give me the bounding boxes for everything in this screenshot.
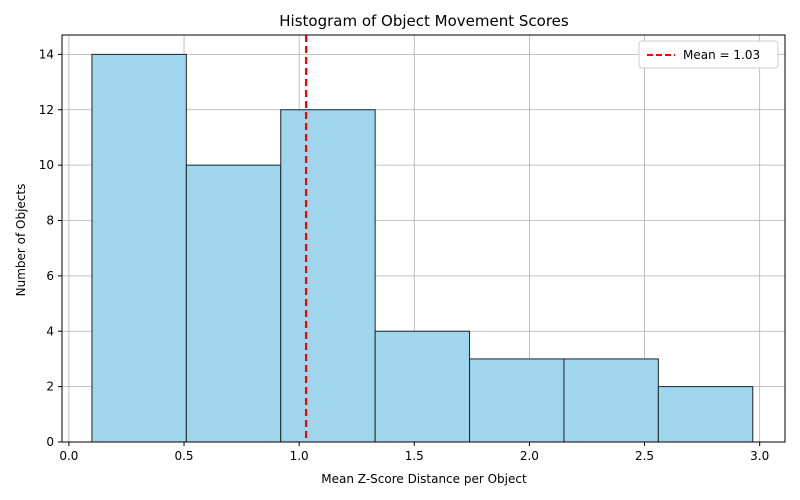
chart-title: Histogram of Object Movement Scores <box>279 12 569 30</box>
histogram-bar-6 <box>563 358 659 443</box>
histogram-bar-2 <box>185 164 282 443</box>
legend: Mean = 1.03 <box>638 40 779 69</box>
histogram-bar-7 <box>657 386 754 443</box>
y-axis-label: Number of Objects <box>14 184 28 297</box>
y-tick-label: 4 <box>46 324 54 338</box>
legend-mean-label: Mean = 1.03 <box>683 48 760 62</box>
x-axis-label: Mean Z-Score Distance per Object <box>321 472 527 486</box>
plot-frame <box>61 34 786 443</box>
x-tick-label: 2.0 <box>520 449 539 463</box>
x-ticks: 0.0 0.5 1.0 1.5 2.0 2.5 3.0 <box>59 442 769 463</box>
legend-box <box>638 40 779 69</box>
x-tick-label: 0.5 <box>174 449 193 463</box>
histogram-bar-5 <box>469 358 565 443</box>
y-tick-label: 14 <box>39 47 54 61</box>
y-tick-label: 2 <box>46 380 54 394</box>
x-tick-label: 3.0 <box>750 449 769 463</box>
y-tick-label: 0 <box>46 435 54 449</box>
histogram-bar-4 <box>374 330 471 443</box>
y-tick-label: 8 <box>46 214 54 228</box>
y-tick-label: 10 <box>39 158 54 172</box>
histogram-bar-3 <box>280 109 376 443</box>
x-tick-label: 2.5 <box>635 449 654 463</box>
y-tick-label: 12 <box>39 103 54 117</box>
bars <box>91 53 754 443</box>
x-tick-label: 1.0 <box>290 449 309 463</box>
x-tick-label: 1.5 <box>405 449 424 463</box>
y-ticks: 0 2 4 6 8 10 12 14 <box>39 47 62 449</box>
x-tick-label: 0.0 <box>59 449 78 463</box>
y-tick-label: 6 <box>46 269 54 283</box>
histogram-bar-1 <box>91 53 187 443</box>
